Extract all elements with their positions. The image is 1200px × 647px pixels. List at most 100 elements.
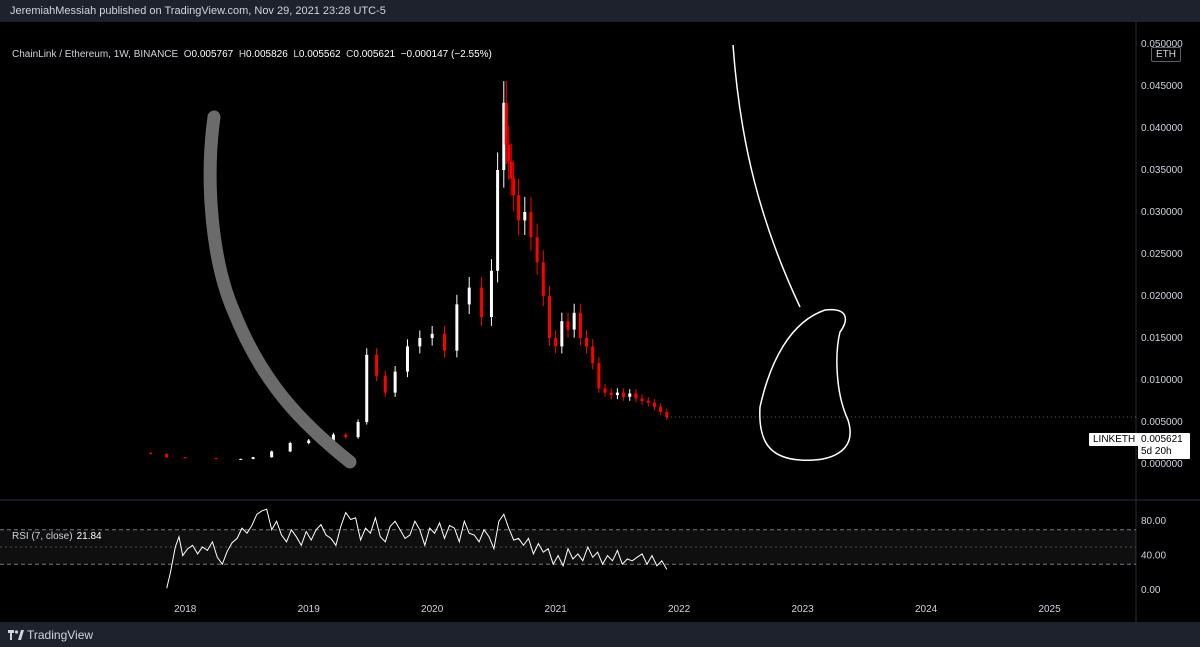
candle-body [517,195,521,221]
candle-body [640,398,644,401]
high-value: 0.005826 [246,49,288,60]
candle-body [288,443,292,452]
candle-body [578,312,582,338]
candle-body [622,392,626,397]
rsi-legend: RSI (7, close) 21.84 [12,531,102,542]
candle-body [307,440,311,443]
candle-body [331,434,335,441]
price-tick-label: 0.045000 [1141,81,1183,92]
candle-body [535,237,539,263]
rsi-value: 21.84 [76,531,102,542]
candle-body [418,338,422,347]
price-tick-label: 0.020000 [1141,291,1183,302]
candle-body [597,363,601,389]
rsi-tick-label: 80.00 [1141,516,1166,527]
candle-body [572,312,576,330]
candle-body [507,144,511,162]
rsi-line [166,508,668,589]
time-tick-label: 2019 [298,604,321,615]
candle-body [356,422,360,438]
high-key: H [238,49,247,60]
price-tick-label: 0.030000 [1141,207,1183,218]
chart-area[interactable]: 0.050000 0.045000 0.040000 0.035000 0.030000… [0,22,1200,622]
candle-body [443,333,447,351]
candle-body [393,371,397,393]
candle-body [585,338,589,347]
time-tick-label: 2021 [545,604,568,615]
symbol-legend: ChainLink / Ethereum, 1W, BINANCE O0.005… [12,49,492,60]
rsi-tick-label: 0.00 [1141,585,1161,596]
candle-body [547,296,551,338]
candle-body [615,392,619,396]
candle-body [665,411,669,417]
time-tick-label: 2022 [668,604,691,615]
tradingview-brand[interactable]: TradingView [8,628,93,642]
candle-body [467,287,471,305]
price-tick-label: 0.000000 [1141,459,1183,470]
price-tick-label: 0.050000 [1141,39,1183,50]
candle-body [652,402,656,407]
candle-body [214,458,218,460]
bar-countdown: 5d 20h [1141,446,1172,457]
header-bar: JeremiahMessiah published on TradingView… [0,0,1200,22]
candle-body [659,406,663,412]
candle-body [239,458,243,460]
low-value: 0.005562 [298,49,341,60]
candle-body [430,333,434,338]
close-value: 0.005621 [353,49,396,60]
candle-body [529,212,533,238]
candle-body [383,375,387,393]
low-key: L [293,49,299,60]
candle-body [512,178,516,196]
gray-curve-drawing [203,110,357,469]
candle-body [365,354,369,422]
brand-text: TradingView [27,628,94,642]
price-tick-label: 0.010000 [1141,375,1183,386]
candle-body [489,270,493,317]
time-tick-label: 2024 [915,604,938,615]
candle-body [566,321,570,330]
time-tick-label: 2025 [1038,604,1061,615]
candle-body [502,102,506,170]
candle-body [603,388,607,393]
candle-body [628,393,632,397]
white-loop-drawing [759,308,851,461]
candle-body [480,287,484,317]
price-tick-label: 0.040000 [1141,123,1183,134]
candle-body [609,392,613,396]
tradingview-logo-icon [8,630,24,640]
candle-body [455,304,459,351]
price-tick-label: 0.035000 [1141,165,1183,176]
rsi-tick-label: 40.00 [1141,551,1166,562]
price-tick-label: 0.025000 [1141,249,1183,260]
close-key: C [346,49,354,60]
change-value: −0.000147 (−2.55%) [400,49,492,60]
last-price-label: 0.005621 5d 20h [1138,433,1190,459]
time-tick-label: 2020 [421,604,444,615]
last-price-value: 0.005621 [1141,434,1183,445]
candle-body [149,452,153,454]
price-tick-label: 0.015000 [1141,333,1183,344]
white-line-drawing [732,44,801,308]
candle-body [165,453,169,458]
candle-body [646,401,650,403]
price-tick-label: 0.005000 [1141,417,1183,428]
candle-body [496,170,500,271]
candle-body [405,346,409,372]
candle-body [591,346,595,364]
candle-body [270,451,274,458]
symbol-title: ChainLink / Ethereum, 1W, BINANCE [12,49,179,60]
currency-badge[interactable]: ETH [1151,47,1181,62]
time-tick-label: 2018 [174,604,197,615]
candle-body [560,321,564,347]
rsi-label: RSI (7, close) [12,531,73,542]
published-by-text: JeremiahMessiah published on TradingView… [10,5,386,17]
candle-body [541,262,545,296]
candle-body [183,457,187,459]
time-tick-label: 2023 [791,604,814,615]
candle-body [344,434,348,438]
symbol-price-label: LINKETH [1089,433,1140,446]
candle-body [251,457,255,459]
chart-canvas[interactable]: 0.050000 0.045000 0.040000 0.035000 0.030000… [0,22,1200,622]
footer-bar: TradingView [0,622,1200,647]
